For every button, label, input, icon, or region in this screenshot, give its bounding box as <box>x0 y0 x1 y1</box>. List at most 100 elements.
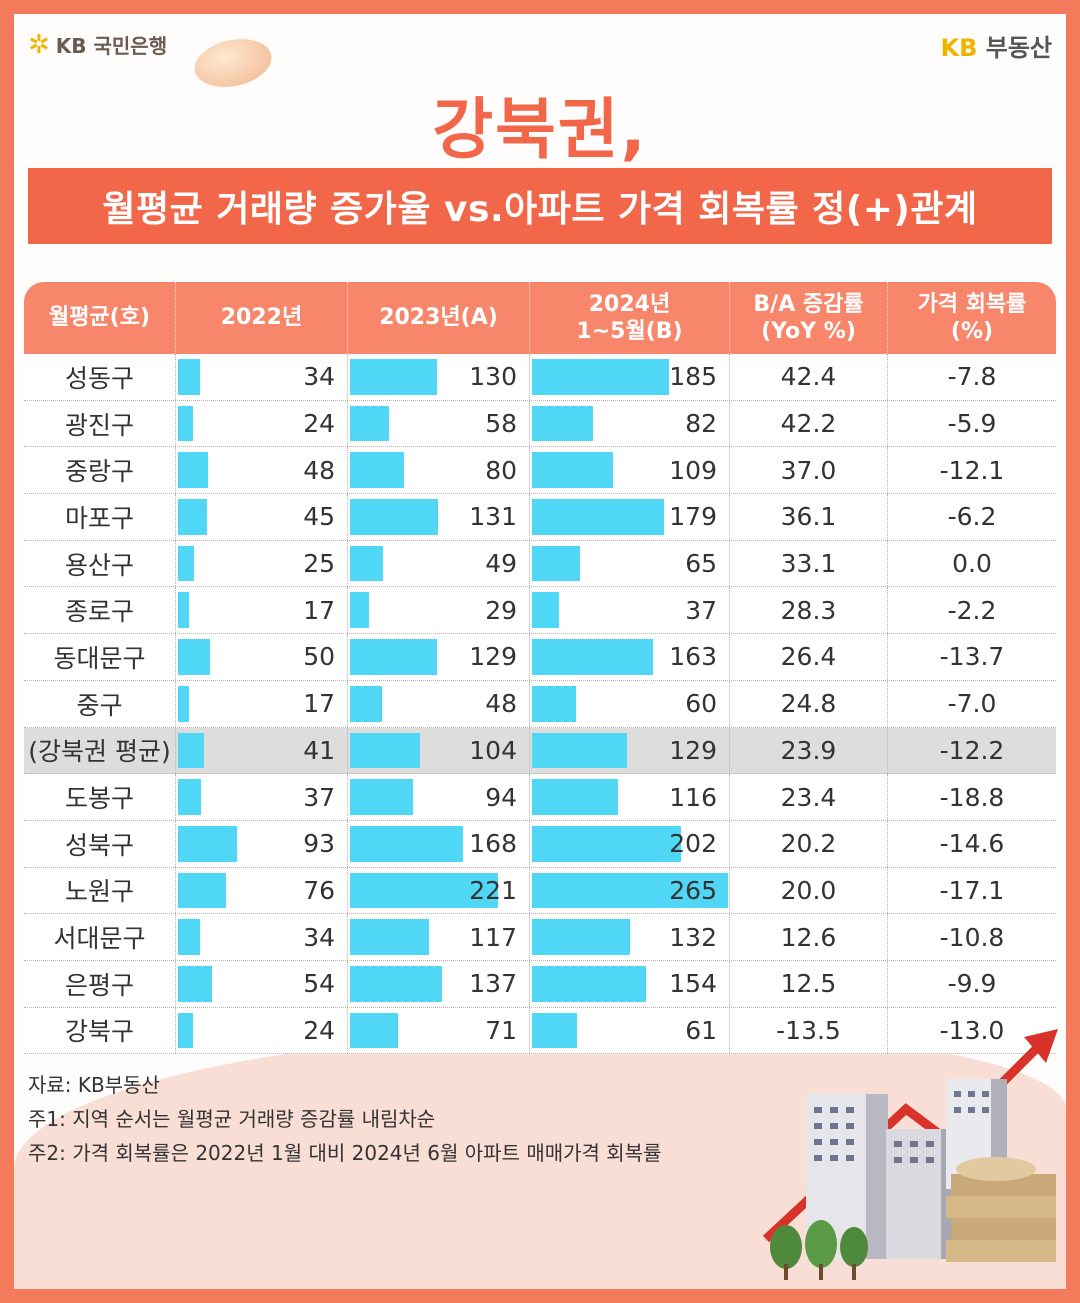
region-name: 성동구 <box>24 354 176 400</box>
bar-y2023 <box>350 452 404 489</box>
table-row: 중랑구 48 80 109 37.0 -12.1 <box>24 447 1056 495</box>
cell-y2023: 130 <box>348 354 530 400</box>
cell-y2022: 54 <box>176 960 348 1007</box>
bar-y2024 <box>532 452 613 489</box>
col-header-2023-text: 2023년(A) <box>379 305 498 331</box>
kb-star-icon: ✲ <box>28 29 50 60</box>
bar-y2024 <box>532 1012 577 1049</box>
value-y2024: 154 <box>669 969 717 999</box>
buildings-illustration <box>762 1029 1058 1280</box>
bar-y2023 <box>350 545 383 582</box>
kb-realestate-logo: KB 부동산 <box>941 28 1053 63</box>
bar-y2022 <box>178 592 189 629</box>
value-yoy: 20.0 <box>730 867 888 914</box>
value-recovery: 0.0 <box>952 549 992 579</box>
value-recovery: -10.8 <box>939 922 1005 952</box>
value-y2022: 37 <box>303 782 335 812</box>
cell-y2022: 34 <box>176 354 348 400</box>
kb-bank-label: KB 국민은행 <box>55 34 168 58</box>
kb-realestate-kb: KB <box>940 34 978 62</box>
region-name: 광진구 <box>24 400 176 447</box>
value-yoy: 26.4 <box>730 634 888 680</box>
value-y2022: 93 <box>303 829 335 859</box>
bar-y2023 <box>350 732 420 769</box>
cell-y2022: 76 <box>176 867 348 914</box>
col-header-2024-text: 2024년 1~5월(B) <box>576 291 683 345</box>
bar-y2023 <box>350 1012 398 1049</box>
cell-y2023: 94 <box>348 774 530 820</box>
table-row: 성동구 34 130 185 42.4 -7.8 <box>24 354 1056 401</box>
value-y2022: 45 <box>303 502 335 532</box>
cell-y2022: 41 <box>176 727 348 774</box>
cell-y2024: 163 <box>530 634 730 680</box>
table-row: 도봉구 37 94 116 23.4 -18.8 <box>24 774 1056 821</box>
value-y2023: 80 <box>485 455 517 485</box>
cell-y2022: 17 <box>176 587 348 634</box>
cell-y2023: 117 <box>348 914 530 960</box>
note-1: 주1: 지역 순서는 월평균 거래량 증감률 내림차순 <box>28 1107 436 1131</box>
cell-y2023: 131 <box>348 494 530 540</box>
cell-y2024: 61 <box>530 1007 730 1054</box>
region-name: 성북구 <box>24 820 176 867</box>
bar-y2022 <box>178 639 210 675</box>
cell-y2022: 48 <box>176 447 348 494</box>
bar-y2023 <box>350 825 463 862</box>
value-y2024: 65 <box>685 549 717 579</box>
cell-y2023: 71 <box>348 1007 530 1054</box>
region-name: 은평구 <box>24 960 176 1007</box>
value-yoy: 12.5 <box>730 960 888 1007</box>
bar-y2022 <box>178 545 194 582</box>
value-y2023: 49 <box>485 549 517 579</box>
table-row: 강북구 24 71 61 -13.5 -13.0 <box>24 1007 1056 1055</box>
bar-y2023 <box>350 872 498 909</box>
cell-y2022: 37 <box>176 774 348 820</box>
region-name: 도봉구 <box>24 774 176 820</box>
value-recovery: -2.2 <box>947 595 997 625</box>
cell-y2023: 48 <box>348 680 530 727</box>
value-recovery: -7.0 <box>947 689 997 719</box>
bar-y2022 <box>178 965 212 1002</box>
col-header-2024: 2024년 1~5월(B) <box>530 282 730 354</box>
value-y2023: 137 <box>469 969 517 999</box>
cell-y2022: 25 <box>176 540 348 587</box>
cell-y2024: 109 <box>530 447 730 494</box>
value-y2022: 41 <box>303 735 335 765</box>
bar-y2022 <box>178 452 208 489</box>
data-table: 월평균(호) 2022년 2023년(A) 2024년 1~5월(B) B/A … <box>24 282 1056 1055</box>
cell-y2022: 50 <box>176 634 348 680</box>
region-name: 서대문구 <box>24 914 176 960</box>
cell-y2023: 168 <box>348 820 530 867</box>
value-y2023: 131 <box>469 502 517 532</box>
bar-y2023 <box>350 359 437 395</box>
value-yoy: 33.1 <box>730 540 888 587</box>
cell-y2022: 93 <box>176 820 348 867</box>
bar-y2024 <box>532 965 646 1002</box>
value-recovery: -12.2 <box>939 735 1005 765</box>
table-body: 성동구 34 130 185 42.4 -7.8 광진구 24 58 82 42.2 -5.9 중랑구 4… <box>24 354 1056 1055</box>
table-row: 종로구 17 29 37 28.3 -2.2 <box>24 587 1056 635</box>
bar-y2023 <box>350 405 389 442</box>
bar-y2023 <box>350 685 382 722</box>
bar-y2023 <box>350 919 429 955</box>
region-name: 마포구 <box>24 494 176 540</box>
value-y2023: 104 <box>469 735 517 765</box>
value-y2022: 54 <box>303 969 335 999</box>
value-y2024: 60 <box>685 689 717 719</box>
value-recovery: -13.0 <box>939 1015 1005 1045</box>
bar-y2022 <box>178 919 200 955</box>
cell-y2023: 49 <box>348 540 530 587</box>
value-y2023: 221 <box>469 875 517 905</box>
value-y2024: 179 <box>669 502 717 532</box>
value-yoy: 42.2 <box>730 400 888 447</box>
table-row: 은평구 54 137 154 12.5 -9.9 <box>24 960 1056 1008</box>
col-header-2023: 2023년(A) <box>348 282 530 354</box>
region-name: 중구 <box>24 680 176 727</box>
col-header-2022-text: 2022년 <box>220 305 303 331</box>
cell-y2023: 221 <box>348 867 530 914</box>
subtitle-banner: 월평균 거래량 증가율 vs.아파트 가격 회복률 정(+)관계 <box>28 168 1052 244</box>
value-recovery: -12.1 <box>939 455 1005 485</box>
bar-y2023 <box>350 592 369 629</box>
cell-y2024: 154 <box>530 960 730 1007</box>
region-name: 중랑구 <box>24 447 176 494</box>
table-row: 노원구 76 221 265 20.0 -17.1 <box>24 867 1056 915</box>
